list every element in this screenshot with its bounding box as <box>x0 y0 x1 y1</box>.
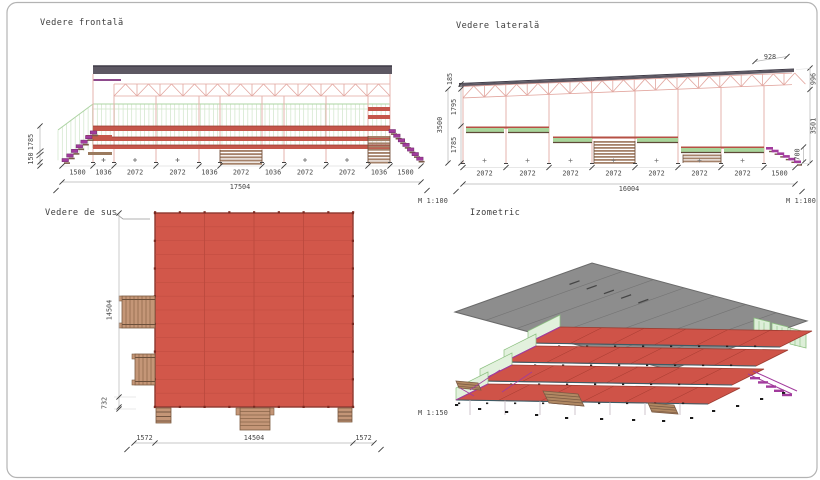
sheet-border <box>6 1 818 479</box>
dim-label: 2072 <box>734 170 750 178</box>
dim-label: 732 <box>101 397 109 409</box>
side-structure <box>458 68 806 166</box>
dim-label: 1500 <box>771 170 787 178</box>
side-dim-labels: 2072 2072 2072 2072 2072 2072 2072 1500 … <box>436 53 818 193</box>
title-leader-line <box>111 210 150 220</box>
front-view-title: Vedere frontală <box>40 18 124 28</box>
dim-label: 996 <box>810 73 818 85</box>
top-dim-labels: 1572 14504 1572 14504 732 <box>101 300 372 442</box>
dim-label: 14504 <box>106 300 114 320</box>
top-view-scale: M 1:150 <box>418 409 448 417</box>
dim-label: 185 <box>446 73 454 85</box>
top-view-title: Vedere de sus <box>45 208 117 218</box>
dim-label: 1572 <box>136 434 152 442</box>
dim-label: 2072 <box>297 169 313 177</box>
dim-label: 1785 <box>27 134 35 150</box>
dim-label: 1036 <box>265 169 281 177</box>
dim-label: 1500 <box>397 169 413 177</box>
iso-structure <box>453 262 813 422</box>
front-view-scale: M 1:100 <box>418 197 448 205</box>
dim-label: 1785 <box>450 137 458 153</box>
side-view-title: Vedere laterală <box>456 21 540 31</box>
dim-label: 1036 <box>95 169 111 177</box>
dim-label: 2072 <box>691 170 707 178</box>
dim-label: 700 <box>794 148 802 160</box>
dim-label: 2072 <box>127 169 143 177</box>
dim-label: 2072 <box>562 170 578 178</box>
top-structure <box>118 211 355 431</box>
dim-total-label: 17504 <box>230 183 250 191</box>
dim-total-label: 16004 <box>619 185 639 193</box>
dim-label: 2072 <box>169 169 185 177</box>
dim-label: 14504 <box>244 434 264 442</box>
dim-label: 2072 <box>233 169 249 177</box>
front-view: Vedere frontală 1500 1036 2072 2072 1036… <box>27 18 448 205</box>
iso-view-title: Izometric <box>470 208 520 218</box>
side-dimensions <box>445 53 813 195</box>
iso-view: Izometric <box>453 208 813 422</box>
top-dimensions <box>114 210 384 453</box>
dim-label: 1036 <box>371 169 387 177</box>
front-dim-labels: 1500 1036 2072 2072 1036 2072 1036 2072 … <box>27 134 414 191</box>
dim-label: 2072 <box>605 170 621 178</box>
dim-label: 1795 <box>450 99 458 115</box>
dim-label: 1036 <box>201 169 217 177</box>
side-view: Vedere laterală 2072 2072 2072 2072 2072… <box>436 21 818 205</box>
dim-label: 2072 <box>339 169 355 177</box>
dim-label: 1500 <box>69 169 85 177</box>
dim-label: 1572 <box>355 434 371 442</box>
dim-label: 2072 <box>519 170 535 178</box>
dim-label: 2072 <box>648 170 664 178</box>
dim-label: 928 <box>764 53 776 61</box>
side-view-scale: M 1:100 <box>786 197 816 205</box>
front-dimensions <box>36 123 430 194</box>
dim-label: 3500 <box>436 117 444 133</box>
dim-label: 3501 <box>810 118 818 134</box>
top-view: Vedere de sus 1572 14504 1572 14504 732 … <box>45 208 448 453</box>
dim-label: 150 <box>27 152 35 164</box>
front-structure <box>57 65 425 165</box>
dim-label: 2072 <box>476 170 492 178</box>
